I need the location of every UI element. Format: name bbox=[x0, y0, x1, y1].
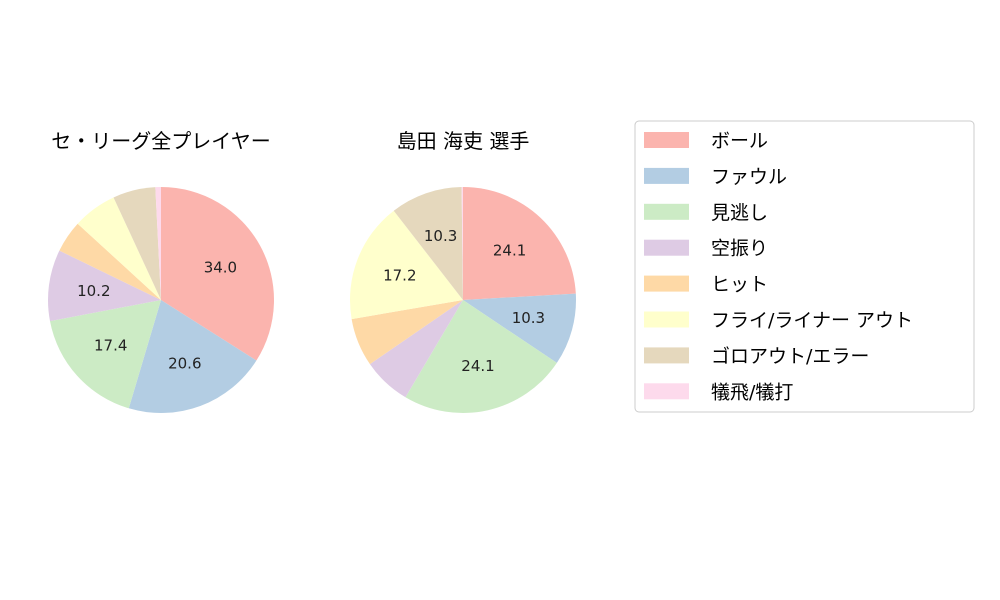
slice-value-label: 24.1 bbox=[493, 242, 526, 260]
legend-swatch bbox=[644, 239, 689, 256]
pie-slice bbox=[77, 197, 161, 300]
slice-value-label: 20.6 bbox=[168, 355, 201, 373]
legend-entry-label: ゴロアウト/エラー bbox=[711, 345, 869, 367]
pie-slice bbox=[161, 187, 275, 361]
legend-swatch bbox=[644, 347, 689, 364]
slice-value-label: 10.3 bbox=[424, 227, 457, 245]
pie-slice bbox=[351, 300, 463, 365]
legend-swatch bbox=[644, 203, 689, 220]
pie-slice bbox=[393, 187, 463, 300]
legend-entry-label: 空振り bbox=[711, 238, 768, 260]
pie-slice bbox=[59, 223, 162, 300]
pie-league-all-players: セ・リーグ全プレイヤー 34.0 20.6 17.4 10.2 bbox=[48, 129, 275, 413]
slice-value-label: 10.2 bbox=[77, 282, 110, 300]
legend-entry-label: ボール bbox=[711, 130, 768, 152]
pie-title: セ・リーグ全プレイヤー bbox=[51, 129, 270, 153]
pie-slice bbox=[155, 186, 161, 300]
legend-entry-label: 見逃し bbox=[711, 202, 768, 224]
pie-slice bbox=[113, 187, 161, 300]
legend-frame bbox=[634, 120, 975, 413]
pie-shimada-kairi: 島田 海吏 選手 24.1 10.3 24.1 17.2 10.3 bbox=[349, 129, 577, 413]
slice-value-label: 24.1 bbox=[461, 357, 494, 375]
pie-slice bbox=[128, 300, 257, 413]
legend-entry-label: ファウル bbox=[711, 166, 787, 188]
legend-entry-label: ヒット bbox=[711, 274, 768, 296]
pie-slice bbox=[369, 300, 463, 398]
legend-entry-label: 犠飛/犠打 bbox=[711, 381, 793, 403]
slice-value-label: 10.3 bbox=[512, 309, 545, 327]
legend-swatch bbox=[644, 132, 689, 148]
legend-swatch bbox=[644, 383, 689, 400]
legend-entry-label: フライ/ライナー アウト bbox=[711, 310, 913, 332]
slice-value-label: 34.0 bbox=[204, 258, 237, 276]
legend-swatch bbox=[644, 167, 689, 184]
slice-value-label: 17.4 bbox=[94, 337, 127, 355]
pie-slice bbox=[461, 187, 463, 300]
legend-swatch bbox=[644, 275, 689, 292]
pie-slice bbox=[48, 250, 162, 322]
slice-value-label: 17.2 bbox=[383, 266, 416, 284]
pie-slice bbox=[463, 187, 576, 300]
pie-title: 島田 海吏 選手 bbox=[397, 129, 530, 153]
legend-swatch bbox=[644, 311, 689, 328]
pie-slice bbox=[349, 210, 463, 320]
pie-slice bbox=[405, 300, 557, 413]
pie-slice bbox=[463, 293, 577, 363]
pie-slice bbox=[50, 300, 161, 409]
